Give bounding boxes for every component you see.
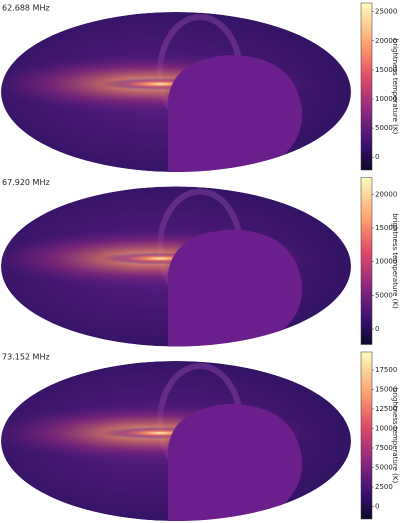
colorbar-tick-label: 20000 xyxy=(375,37,397,45)
colorbar-tick-label: 10000 xyxy=(375,258,397,266)
panel: 67.920 MHz 0 5000 10000 15000 20000 brightness… xyxy=(1,177,399,347)
colorbar-tick-label: 2500 xyxy=(375,483,393,491)
colorbar-tick-label: 15000 xyxy=(375,385,397,393)
sky-map xyxy=(1,361,351,521)
colorbar-tick-label: 25000 xyxy=(375,8,397,16)
colorbar-label: brightness temperature (K) xyxy=(391,388,399,484)
colorbar-tick-label: 5000 xyxy=(375,463,393,471)
panel-title: 73.152 MHz xyxy=(2,353,50,362)
colorbar-tick-label: 10000 xyxy=(375,95,397,103)
colorbar-tick-label: 5000 xyxy=(375,124,393,132)
colorbar-tick-label: 5000 xyxy=(375,291,393,299)
colorbar-tick-label: 7500 xyxy=(375,444,393,452)
colorbar xyxy=(360,177,373,345)
colorbar-tick-label: 0 xyxy=(375,325,379,333)
colorbar-label: brightness temperature (K) xyxy=(391,39,399,135)
colorbar xyxy=(360,2,373,171)
colorbar-tick-label: 15000 xyxy=(375,224,397,232)
colorbar xyxy=(360,351,373,520)
panel: 62.688 MHz 0 5000 10000 15000 20000 25000 brigh… xyxy=(1,2,399,172)
panel-title: 62.688 MHz xyxy=(2,4,50,13)
masked-region xyxy=(168,229,303,347)
colorbar-tick-label: 15000 xyxy=(375,66,397,74)
sky-map xyxy=(1,186,351,347)
colorbar-tick-label: 10000 xyxy=(375,424,397,432)
masked-region xyxy=(168,404,303,521)
colorbar-label: brightness temperature (K) xyxy=(391,213,399,309)
panel-title: 67.920 MHz xyxy=(2,178,50,187)
colorbar-tick-label: 0 xyxy=(375,153,379,161)
masked-region xyxy=(168,55,303,172)
colorbar-tick-label: 0 xyxy=(375,503,379,511)
colorbar-tick-label: 17500 xyxy=(375,366,397,374)
panel: 73.152 MHz 0 2500 5000 7500 10000 12500 15000 17… xyxy=(1,351,399,521)
sky-map xyxy=(1,12,351,172)
colorbar-tick-label: 20000 xyxy=(375,190,397,198)
colorbar-tick-label: 12500 xyxy=(375,405,397,413)
